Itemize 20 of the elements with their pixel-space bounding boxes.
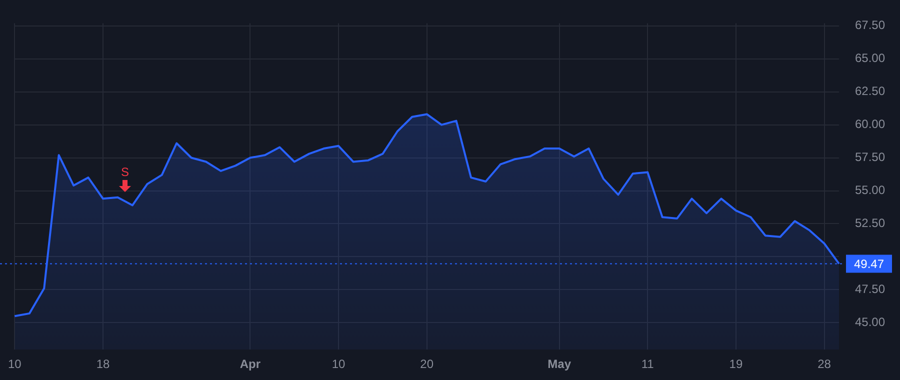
y-tick-label: 67.50: [855, 18, 886, 32]
y-tick-label: 52.50: [855, 216, 886, 230]
y-tick-label: 65.00: [855, 51, 886, 66]
x-tick-label: 28: [818, 357, 832, 372]
y-tick-label: 60.00: [855, 117, 886, 132]
y-tick-label: 62.50: [855, 84, 886, 98]
y-tick-label: 45.00: [855, 315, 886, 329]
x-tick-label: 11: [641, 357, 654, 372]
x-tick-label: 18: [96, 357, 110, 372]
x-tick-label: 20: [420, 357, 434, 372]
x-tick-label: 10: [8, 357, 22, 372]
y-tick-label: 55.00: [855, 183, 886, 198]
x-tick-label: 19: [729, 357, 743, 372]
y-tick-label: 47.50: [855, 282, 886, 296]
ref-line-label: 49.47: [854, 257, 884, 272]
y-tick-label: 57.50: [855, 150, 886, 164]
annotation: S: [120, 165, 130, 179]
x-tick-label: 10: [332, 357, 346, 372]
x-tick-label: May: [548, 357, 572, 372]
x-tick-label: Apr: [240, 357, 261, 372]
